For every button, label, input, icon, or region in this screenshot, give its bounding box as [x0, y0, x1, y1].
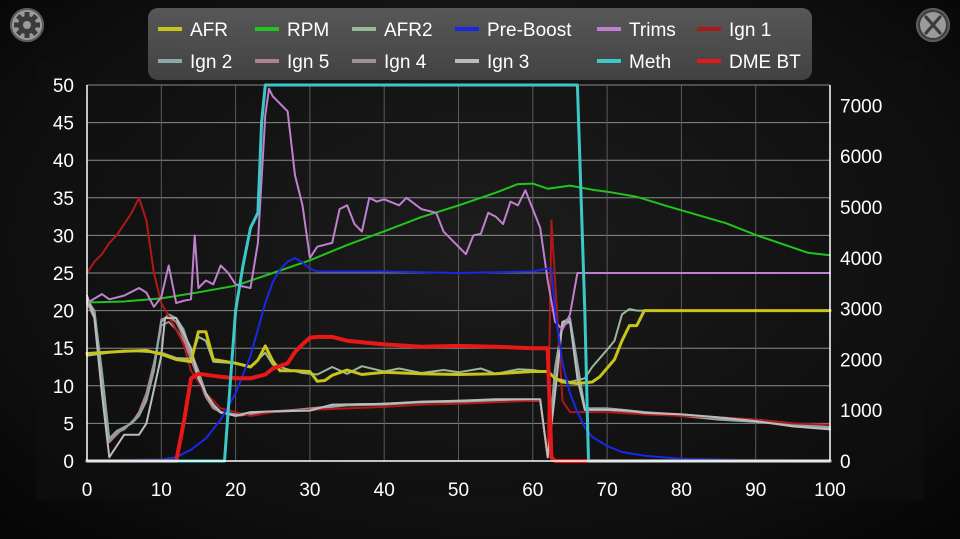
y-axis-left: 0 5 10 15 20 25 30 35 40 45 50 [53, 76, 74, 473]
y-left-tick-label: 25 [53, 264, 74, 285]
x-tick-label: 0 [82, 480, 93, 501]
series-line-rpm [86, 182, 831, 304]
series-line-ign-3 [86, 294, 831, 459]
x-tick-label: 70 [597, 480, 618, 501]
legend-item[interactable]: Pre-Boost [455, 20, 572, 41]
legend-item[interactable]: Ign 3 [455, 52, 529, 73]
y-left-tick-label: 40 [53, 151, 74, 172]
y-right-tick-label: 5000 [840, 198, 882, 219]
legend-item[interactable]: Ign 5 [255, 52, 329, 73]
y-left-tick-label: 35 [53, 189, 74, 210]
y-right-tick-label: 7000 [840, 96, 882, 117]
legend[interactable]: AFR RPM AFR2 Pre-Boost Trims Ign 1 Ign 2 Ign 5 I… [158, 20, 801, 73]
y-right-tick-label: 2000 [840, 350, 882, 371]
y-left-tick-label: 15 [53, 339, 74, 360]
x-tick-label: 80 [671, 480, 692, 501]
x-tick-label: 10 [151, 480, 172, 501]
y-right-tick-label: 0 [840, 452, 851, 473]
legend-label: Trims [629, 20, 676, 41]
x-axis: 0 10 20 30 40 50 60 70 80 90 100 [82, 480, 846, 501]
legend-item[interactable]: Ign 1 [697, 20, 771, 41]
close-icon [918, 10, 948, 40]
y-right-tick-label: 4000 [840, 249, 882, 270]
legend-item[interactable]: Ign 2 [158, 52, 232, 73]
x-tick-label: 30 [299, 480, 320, 501]
legend-label: Pre-Boost [487, 20, 572, 41]
legend-label: AFR [190, 20, 228, 41]
legend-item[interactable]: DME BT [697, 52, 801, 73]
y-left-tick-label: 20 [53, 302, 74, 323]
x-tick-label: 40 [374, 480, 395, 501]
series-lines [85, 83, 832, 463]
legend-label: Ign 2 [190, 52, 232, 73]
series-line-pre-boost [86, 257, 831, 462]
series-line-trims [86, 87, 831, 331]
legend-label: RPM [287, 20, 329, 41]
y-right-tick-label: 3000 [840, 300, 882, 321]
legend-item[interactable]: Trims [597, 20, 676, 41]
y-left-tick-label: 50 [53, 76, 74, 97]
y-left-tick-label: 45 [53, 114, 74, 135]
legend-label: AFR2 [384, 20, 433, 41]
y-axis-right: 0 1000 2000 3000 4000 5000 6000 7000 [840, 96, 882, 473]
legend-label: Ign 1 [729, 20, 771, 41]
legend-item[interactable]: AFR2 [352, 20, 433, 41]
legend-box[interactable] [148, 8, 812, 80]
legend-label: Ign 5 [287, 52, 329, 73]
legend-item[interactable]: AFR [158, 20, 228, 41]
legend-label: Ign 3 [487, 52, 529, 73]
legend-label: DME BT [729, 52, 801, 73]
gear-icon [14, 12, 40, 38]
y-left-tick-label: 30 [53, 226, 74, 247]
y-left-tick-label: 10 [53, 377, 74, 398]
legend-label: Ign 4 [384, 52, 427, 73]
y-left-tick-label: 0 [63, 452, 74, 473]
settings-button[interactable] [10, 8, 44, 42]
series-line-dme-bt [85, 334, 832, 463]
close-button[interactable] [916, 8, 950, 42]
legend-item[interactable]: RPM [255, 20, 329, 41]
x-tick-label: 20 [225, 480, 246, 501]
y-right-tick-label: 6000 [840, 147, 882, 168]
plot-frame [36, 60, 924, 500]
plot-border [86, 85, 831, 462]
legend-label: Meth [629, 52, 671, 73]
x-tick-label: 100 [814, 480, 846, 501]
y-right-tick-label: 1000 [840, 401, 882, 422]
x-tick-label: 60 [522, 480, 543, 501]
legend-item[interactable]: Ign 4 [352, 52, 427, 73]
x-tick-label: 90 [745, 480, 766, 501]
series-line-meth [85, 83, 832, 463]
x-tick-label: 50 [448, 480, 469, 501]
y-left-tick-label: 5 [63, 414, 74, 435]
series-line-afr [85, 309, 832, 385]
legend-item[interactable]: Meth [597, 52, 671, 73]
